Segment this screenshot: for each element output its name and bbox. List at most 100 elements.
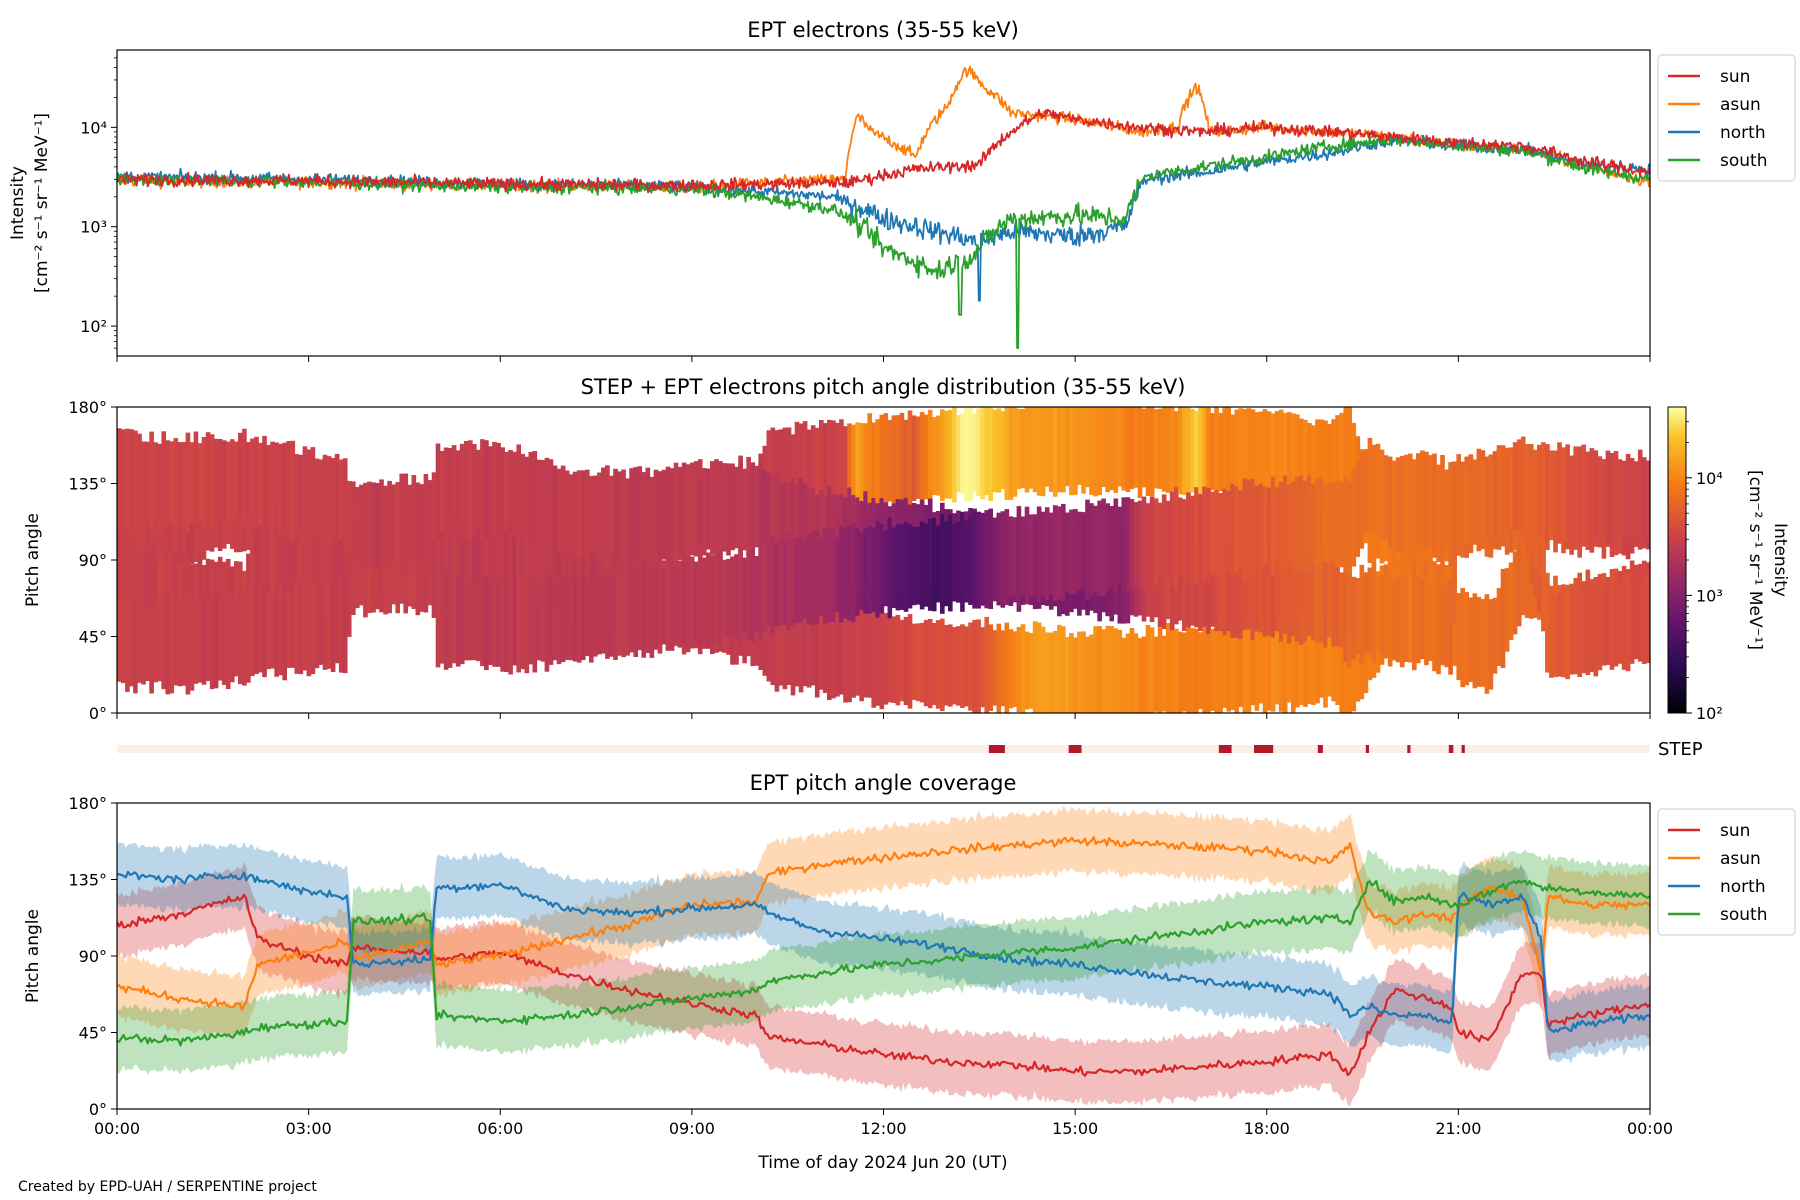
- pad-cell: [1641, 576, 1647, 664]
- pad-cell: [738, 461, 743, 559]
- pad-cell: [1218, 493, 1223, 572]
- pad-cell: [1210, 545, 1215, 627]
- pad-cell: [1202, 544, 1207, 627]
- pad-cell: [1589, 582, 1595, 673]
- coverage-xtick-label-4: 12:00: [860, 1119, 906, 1138]
- pad-cell: [1307, 554, 1312, 636]
- pad-cell: [1145, 407, 1151, 496]
- step-interval-7: [1448, 745, 1454, 753]
- pad-cell: [447, 573, 453, 668]
- pad-cell: [1222, 407, 1228, 498]
- coverage-ytick-label-2: 90°: [79, 947, 107, 966]
- pad-cell: [940, 409, 945, 501]
- pad-cell: [806, 429, 812, 512]
- pad-cell: [1000, 511, 1006, 604]
- pad-cell: [673, 566, 679, 643]
- pad-cell: [1044, 632, 1050, 713]
- pad-cell: [1032, 621, 1038, 713]
- pad-cell: [121, 429, 126, 529]
- pad-cell: [1541, 517, 1546, 618]
- pad-cell: [153, 557, 158, 638]
- pad-cell: [972, 413, 977, 492]
- pad-cell: [1625, 454, 1631, 544]
- pad-cell: [1512, 442, 1518, 531]
- pad-cell: [669, 559, 675, 651]
- pad-cell: [778, 429, 784, 523]
- pad-cell: [302, 586, 308, 671]
- coverage-ytick-label-1: 45°: [79, 1024, 107, 1043]
- pad-cell: [117, 485, 122, 573]
- pad-cell: [314, 458, 320, 535]
- pad-cell: [1327, 482, 1332, 564]
- pad-cell: [819, 537, 824, 616]
- coverage-legend-label-sun: sun: [1720, 821, 1750, 841]
- pad-cell: [1299, 618, 1304, 706]
- pad-cell: [286, 441, 292, 541]
- pad-cell: [911, 623, 917, 700]
- intensity-legend-label-sun: sun: [1720, 67, 1750, 87]
- pad-cell: [322, 514, 328, 591]
- pad-cell: [677, 560, 683, 648]
- pad-cell: [141, 475, 146, 574]
- pad-cell: [1165, 542, 1171, 620]
- pad-cell: [1553, 595, 1558, 675]
- pad-cell: [496, 582, 501, 667]
- pad-cell: [891, 616, 897, 703]
- pad-cell: [1508, 447, 1514, 529]
- colorbar-tick-label-0: 10²: [1696, 704, 1723, 723]
- pad-cell: [863, 423, 868, 504]
- pad-cell: [1496, 448, 1502, 537]
- pad-cell: [528, 512, 534, 592]
- pad-cell: [1230, 484, 1236, 578]
- pad-cell: [1133, 502, 1139, 585]
- pad-cell: [504, 517, 509, 600]
- pad-cell: [1238, 408, 1244, 499]
- pad-cell: [141, 555, 146, 636]
- pad-cell: [217, 599, 223, 681]
- pad-cell: [564, 470, 570, 555]
- pad-cell: [1230, 537, 1236, 638]
- pad-cell: [544, 570, 550, 672]
- pad-cell: [310, 581, 316, 675]
- pad-cell: [443, 570, 449, 670]
- pad-cell: [1210, 491, 1215, 575]
- pad-cell: [1266, 620, 1272, 711]
- pad-cell: [1601, 459, 1607, 535]
- pad-cell: [1331, 621, 1336, 702]
- pad-cell: [1323, 610, 1328, 708]
- pad-cell: [859, 532, 864, 611]
- pad-cell: [976, 619, 981, 713]
- pad-cell: [564, 578, 570, 660]
- pad-cell: [1399, 455, 1405, 553]
- pad-cell: [1036, 506, 1042, 603]
- pad-cell: [657, 471, 663, 559]
- pad-cell: [1274, 411, 1280, 502]
- pad-cell: [302, 517, 308, 598]
- pad-cell: [480, 439, 485, 540]
- pad-cell: [935, 525, 941, 603]
- pad-cell: [455, 526, 461, 605]
- pad-cell: [137, 602, 142, 683]
- pad-cell: [758, 543, 764, 639]
- pad-cell: [1262, 544, 1268, 637]
- pad-cell: [193, 602, 199, 684]
- pad-cell: [681, 472, 687, 554]
- pad-cell: [923, 414, 929, 500]
- pad-cell: [1073, 637, 1078, 713]
- pad-cell: [282, 579, 288, 681]
- pad-cell: [1420, 580, 1425, 660]
- pad-cell: [1218, 618, 1223, 713]
- pad-cell: [1044, 407, 1050, 487]
- pad-cell: [1311, 616, 1316, 705]
- pad-cell: [1573, 586, 1579, 675]
- pad-cell: [282, 442, 288, 537]
- pad-cell: [472, 444, 477, 536]
- pad-cell: [318, 588, 324, 665]
- pad-cell: [859, 608, 864, 702]
- pad-cell: [1250, 539, 1256, 640]
- pad-cell: [1331, 554, 1336, 647]
- pad-cell: [1278, 409, 1284, 505]
- pad-cell: [508, 573, 513, 675]
- pad-cell: [988, 407, 994, 501]
- pad-cell: [730, 556, 735, 638]
